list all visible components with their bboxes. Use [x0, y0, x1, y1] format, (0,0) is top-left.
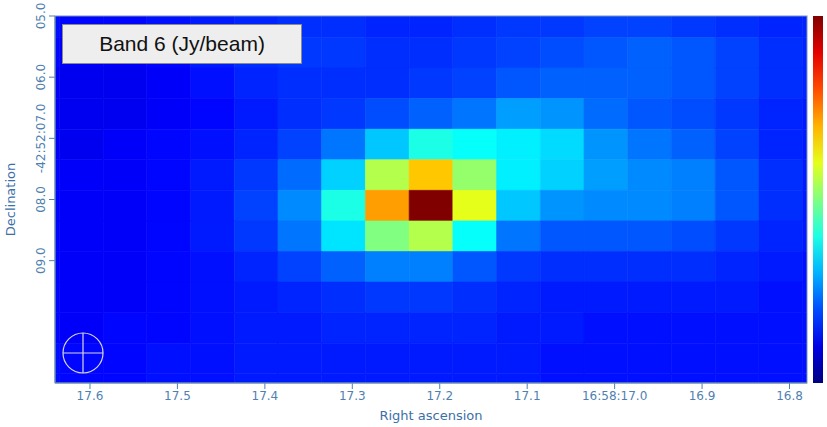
svg-text:17.4: 17.4 — [252, 389, 279, 403]
svg-text:16.9: 16.9 — [689, 389, 716, 403]
svg-text:08.0: 08.0 — [34, 186, 48, 213]
svg-text:Declination: Declination — [3, 163, 18, 237]
svg-text:17.3: 17.3 — [339, 389, 366, 403]
svg-text:05.0: 05.0 — [34, 3, 48, 30]
svg-text:-42:52:07.0: -42:52:07.0 — [34, 103, 48, 173]
svg-text:16:58:17.0: 16:58:17.0 — [582, 389, 647, 403]
svg-text:17.2: 17.2 — [426, 389, 453, 403]
svg-text:09.0: 09.0 — [34, 247, 48, 274]
svg-text:17.1: 17.1 — [514, 389, 541, 403]
svg-text:06.0: 06.0 — [34, 64, 48, 91]
svg-text:17.5: 17.5 — [164, 389, 191, 403]
svg-text:17.6: 17.6 — [77, 389, 104, 403]
html-text:Band 6 (Jy/beam): Band 6 (Jy/beam) — [99, 32, 265, 55]
svg-text:Right ascension: Right ascension — [379, 408, 482, 423]
svg-text:16.8: 16.8 — [776, 389, 803, 403]
